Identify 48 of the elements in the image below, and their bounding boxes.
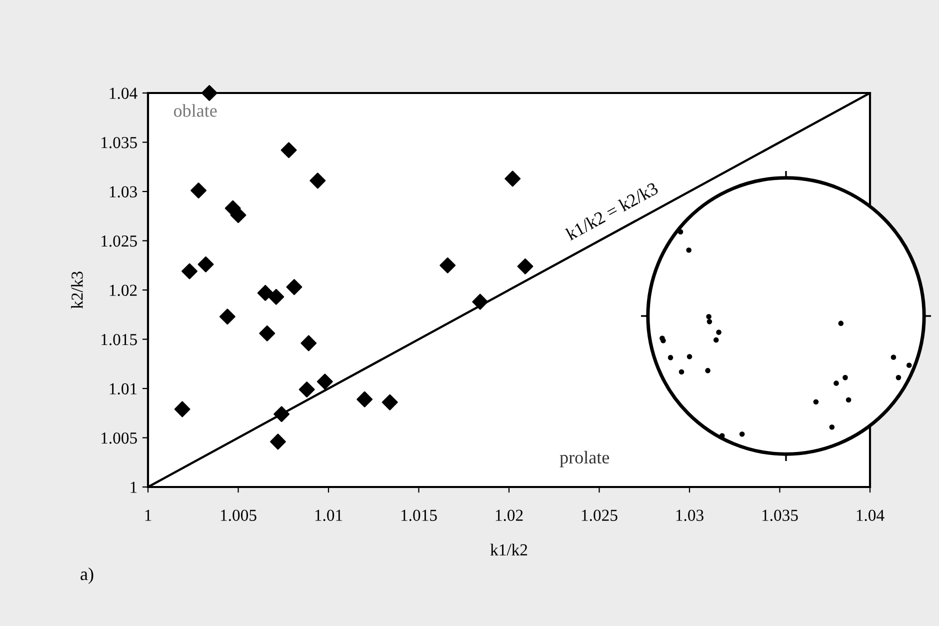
y-tick-label: 1.02 (110, 284, 137, 296)
point (440, 257, 456, 274)
text: a) (80, 567, 94, 584)
x-tick-label: 1.01 (315, 510, 342, 522)
point (286, 279, 302, 296)
point (298, 382, 315, 398)
point (174, 401, 190, 418)
y-tick-label: 1.04 (110, 88, 138, 100)
x-tick-label: 1 (145, 510, 152, 521)
point (201, 85, 218, 101)
x-tick-label: 1.015 (401, 510, 437, 522)
x-tick-label: 1.03 (676, 510, 704, 522)
point (274, 406, 290, 422)
y-tick-label: 1.01 (110, 383, 137, 395)
y-tick-label: 1.025 (102, 235, 137, 247)
y-tick-label: 1.035 (102, 136, 137, 148)
x-tick-label: 1.02 (496, 510, 523, 522)
y-tick-label: 1.015 (102, 334, 137, 346)
point (280, 142, 297, 158)
x-axis-title: k1/k2 (490, 544, 528, 556)
point (270, 434, 286, 450)
y-tick-label: 1.03 (110, 186, 137, 198)
point (504, 170, 521, 187)
point (219, 308, 236, 325)
x-tick-label: 1.04 (856, 510, 884, 522)
x-tick-label: 1.005 (220, 510, 256, 522)
y-tick-label: 1.005 (102, 432, 137, 444)
point (310, 172, 326, 189)
point (517, 258, 534, 274)
y-tick-label: 1 (130, 482, 137, 493)
point (257, 284, 274, 301)
point (198, 256, 214, 272)
point (190, 182, 207, 198)
point (316, 374, 333, 390)
point (300, 335, 317, 352)
point (472, 294, 488, 310)
y-axis-title: k2/k3 (71, 272, 83, 309)
point (382, 394, 398, 410)
annotation: k1/k2 = k2/k3 (564, 181, 659, 241)
point (356, 391, 373, 408)
annotation: prolate (560, 450, 610, 468)
annotation: oblate (174, 104, 217, 117)
point (230, 207, 246, 224)
point (182, 263, 198, 280)
point (259, 325, 276, 342)
x-tick-label: 1.025 (582, 510, 618, 522)
x-tick-label: 1.035 (762, 510, 798, 522)
point (268, 288, 284, 305)
